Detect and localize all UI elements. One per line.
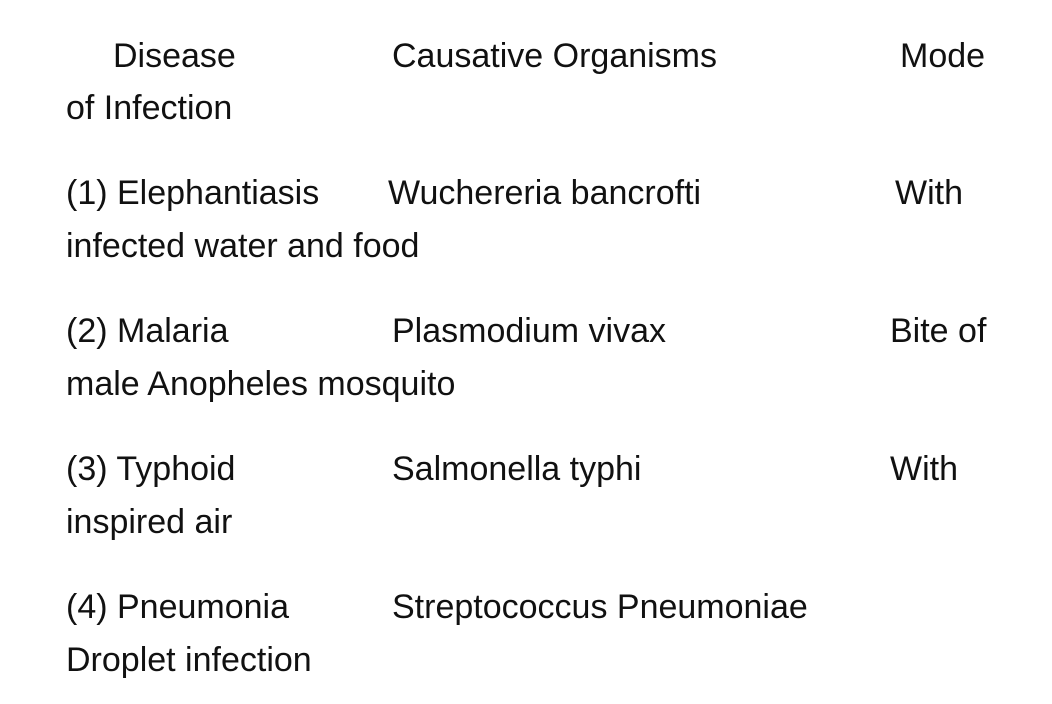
header-disease: Disease (113, 37, 236, 75)
row-3-organism: Salmonella typhi (392, 450, 642, 488)
row-2-disease: (2) Malaria (66, 312, 229, 350)
row-4-mode-end: Droplet infection (66, 641, 312, 679)
row-4-organism: Streptococcus Pneumoniae (392, 588, 808, 626)
header-mode: Mode (900, 37, 986, 75)
row-3-mode-start: With (890, 450, 958, 488)
row-2-mode-end: male Anopheles mosquito (66, 365, 456, 403)
row-1-mode-start: With (895, 174, 963, 212)
row-2-mode-start: Bite of (890, 312, 987, 350)
row-2-organism: Plasmodium vivax (392, 312, 666, 350)
row-1-disease: (1) Elephantiasis (66, 174, 320, 212)
header-of-infection: of Infection (66, 89, 233, 127)
row-4-disease: (4) Pneumonia (66, 588, 290, 626)
row-1-mode-end: infected water and food (66, 227, 420, 265)
row-3-disease: (3) Typhoid (66, 450, 236, 488)
header-causative-organisms: Causative Organisms (392, 37, 718, 75)
row-3-mode-end: inspired air (66, 503, 233, 541)
row-1-organism: Wuchereria bancrofti (388, 174, 702, 212)
